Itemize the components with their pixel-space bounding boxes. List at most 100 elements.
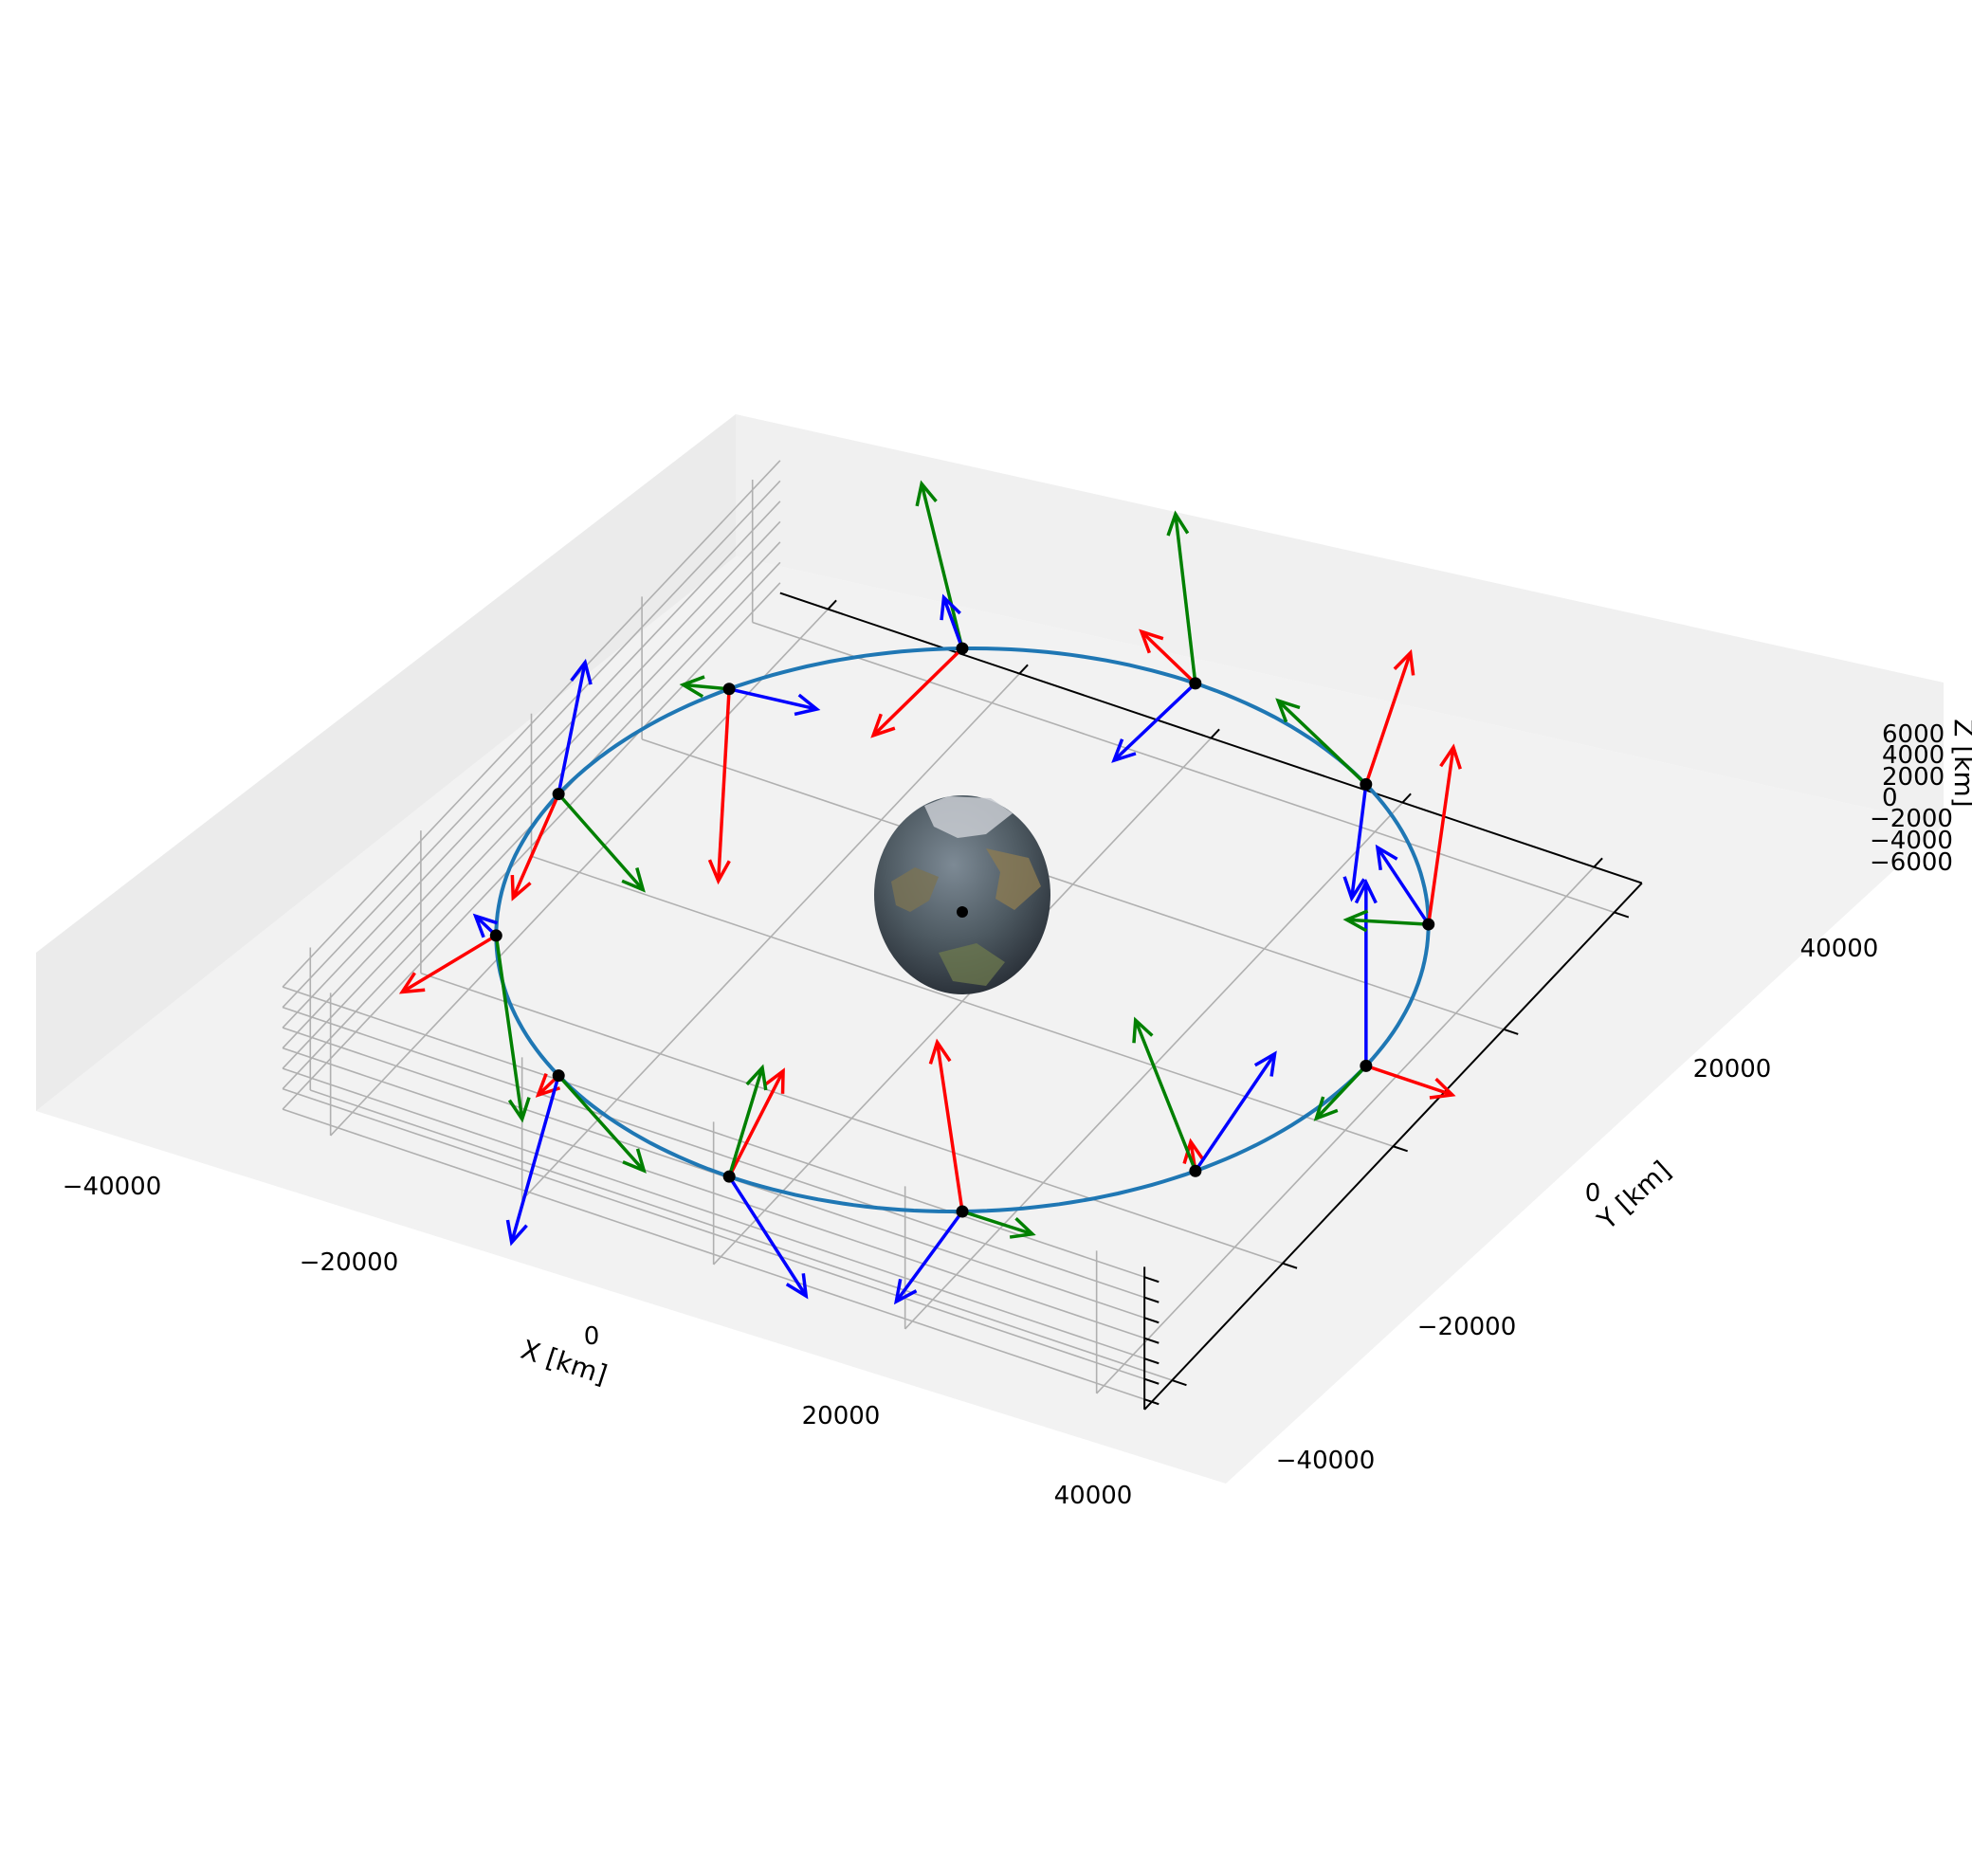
grid-line bbox=[282, 1047, 1145, 1339]
x-tick-labels: −40000 −20000 0 20000 40000 bbox=[63, 1173, 1133, 1510]
y-tick-label: 40000 bbox=[1800, 935, 1879, 963]
x-tick-label: 0 bbox=[584, 1322, 600, 1351]
satellite-markers bbox=[489, 642, 1435, 1218]
z-tick-label: 6000 bbox=[1882, 720, 1945, 749]
body-x-axis-arrow-head bbox=[1429, 1077, 1456, 1100]
grid-line bbox=[282, 582, 781, 1110]
grid-line bbox=[641, 738, 1505, 1030]
x-tick-mark bbox=[827, 599, 837, 610]
axis-lines bbox=[779, 592, 1643, 1411]
earth-landmass bbox=[939, 943, 1005, 986]
satellite-point bbox=[722, 1170, 736, 1183]
body-y-axis-arrow-head bbox=[1132, 1016, 1154, 1044]
body-x-axis-arrow-head bbox=[928, 1038, 952, 1065]
body-y-axis-arrow-head bbox=[679, 675, 705, 699]
earth-center-marker bbox=[957, 906, 968, 918]
satellite-point bbox=[956, 1205, 969, 1218]
body-x-axis-arrow bbox=[1140, 630, 1197, 685]
body-y-axis-arrow-head bbox=[1009, 1216, 1036, 1239]
earth-polar-cap bbox=[924, 796, 1013, 838]
grid-line bbox=[282, 460, 781, 988]
z-tick-mark bbox=[1143, 1398, 1159, 1406]
grid-line bbox=[282, 480, 781, 1009]
z-tick-label: 0 bbox=[1882, 784, 1898, 812]
body-x-axis-arrow-head bbox=[510, 875, 532, 902]
body-z-axis-arrow-head bbox=[505, 1219, 528, 1247]
z-tick-mark bbox=[1143, 1296, 1159, 1303]
x-tick-label: 40000 bbox=[1054, 1482, 1133, 1510]
axes-panes bbox=[36, 414, 1944, 1484]
grid-line bbox=[282, 1006, 1145, 1299]
body-z-axis-arrow-head bbox=[785, 1273, 809, 1300]
body-y-axis-arrow-head bbox=[507, 1097, 531, 1123]
body-y-axis-arrow bbox=[1174, 514, 1197, 684]
z-tick-label: −4000 bbox=[1870, 827, 1953, 855]
body-x-axis-arrow bbox=[871, 647, 964, 738]
body-x-axis-arrow bbox=[1365, 1064, 1453, 1097]
y-tick-label: −40000 bbox=[1276, 1447, 1376, 1475]
body-y-axis-arrow bbox=[557, 1074, 646, 1173]
grid-line bbox=[531, 855, 1394, 1148]
z-tick-mark bbox=[1143, 1276, 1159, 1284]
y-tick-mark bbox=[1503, 1028, 1519, 1035]
x-tick-label: −40000 bbox=[63, 1173, 162, 1201]
body-x-axis-arrow-head bbox=[1182, 1138, 1206, 1165]
grid-lines bbox=[282, 460, 1615, 1400]
body-x-axis-arrow-head bbox=[1393, 648, 1415, 676]
body-x-axis-arrow bbox=[1364, 652, 1413, 785]
y-tick-mark bbox=[1393, 1145, 1408, 1153]
body-z-axis-arrow bbox=[941, 596, 964, 649]
earth-disc bbox=[874, 795, 1050, 994]
x-tick-mark bbox=[1401, 792, 1412, 804]
body-y-axis-arrow bbox=[494, 935, 524, 1120]
y-tick-label: 0 bbox=[1585, 1179, 1601, 1208]
satellite-point bbox=[956, 642, 969, 655]
body-z-axis-arrow bbox=[727, 1175, 808, 1298]
body-z-axis-arrow-head bbox=[893, 1279, 918, 1305]
body-y-axis-arrow-head bbox=[1313, 1096, 1339, 1121]
x-tick-mark bbox=[1018, 664, 1029, 675]
grid-line bbox=[282, 501, 781, 1029]
body-z-axis-arrow-head bbox=[472, 913, 499, 938]
body-x-axis-arrow-head bbox=[870, 713, 896, 738]
body-y-axis-arrow bbox=[920, 483, 964, 649]
satellite-point bbox=[552, 1069, 565, 1083]
body-x-axis-arrow-head bbox=[707, 859, 731, 885]
body-z-axis-arrow bbox=[728, 687, 817, 711]
satellite-point bbox=[1189, 677, 1202, 690]
body-x-axis-arrow bbox=[727, 1069, 785, 1177]
body-z-axis-arrow bbox=[1376, 847, 1431, 926]
z-tick-label: −2000 bbox=[1870, 805, 1953, 833]
earth-landmass bbox=[891, 867, 939, 912]
body-x-axis-arrow-head bbox=[398, 972, 426, 994]
x-tick-mark bbox=[1210, 728, 1220, 739]
grid-line bbox=[282, 541, 781, 1069]
grid-line bbox=[282, 1108, 1145, 1400]
body-x-axis-arrow bbox=[1426, 747, 1455, 925]
satellite-point bbox=[489, 929, 502, 942]
y-axis-label: Y [km] bbox=[1591, 1155, 1677, 1236]
body-z-axis-arrow-head bbox=[1375, 844, 1398, 871]
body-y-axis-arrow-head bbox=[1275, 698, 1301, 723]
grid-line bbox=[752, 621, 1615, 914]
grid-line bbox=[282, 1087, 1145, 1380]
y-tick-mark bbox=[1171, 1379, 1187, 1387]
z-tick-label: 2000 bbox=[1882, 763, 1945, 792]
y-tick-mark bbox=[1614, 911, 1630, 919]
floor-pane bbox=[36, 556, 1944, 1484]
body-z-axis-arrow bbox=[1350, 784, 1368, 899]
body-y-axis-arrow bbox=[727, 1066, 764, 1177]
y-tick-labels: −40000 −20000 0 20000 40000 bbox=[1276, 935, 1879, 1475]
grid-line bbox=[310, 1089, 1173, 1381]
satellite-point bbox=[1189, 1164, 1202, 1177]
body-z-axis-arrow bbox=[1194, 1052, 1276, 1173]
satellite-point bbox=[1360, 777, 1373, 791]
z-tick-mark bbox=[1143, 1357, 1159, 1365]
body-z-axis-arrow-head bbox=[940, 593, 961, 621]
grid-line bbox=[282, 986, 1145, 1278]
z-tick-label: −6000 bbox=[1870, 848, 1953, 877]
body-y-axis-arrow bbox=[683, 683, 730, 691]
z-tick-mark bbox=[1143, 1377, 1159, 1385]
body-y-axis-arrow bbox=[557, 792, 645, 891]
